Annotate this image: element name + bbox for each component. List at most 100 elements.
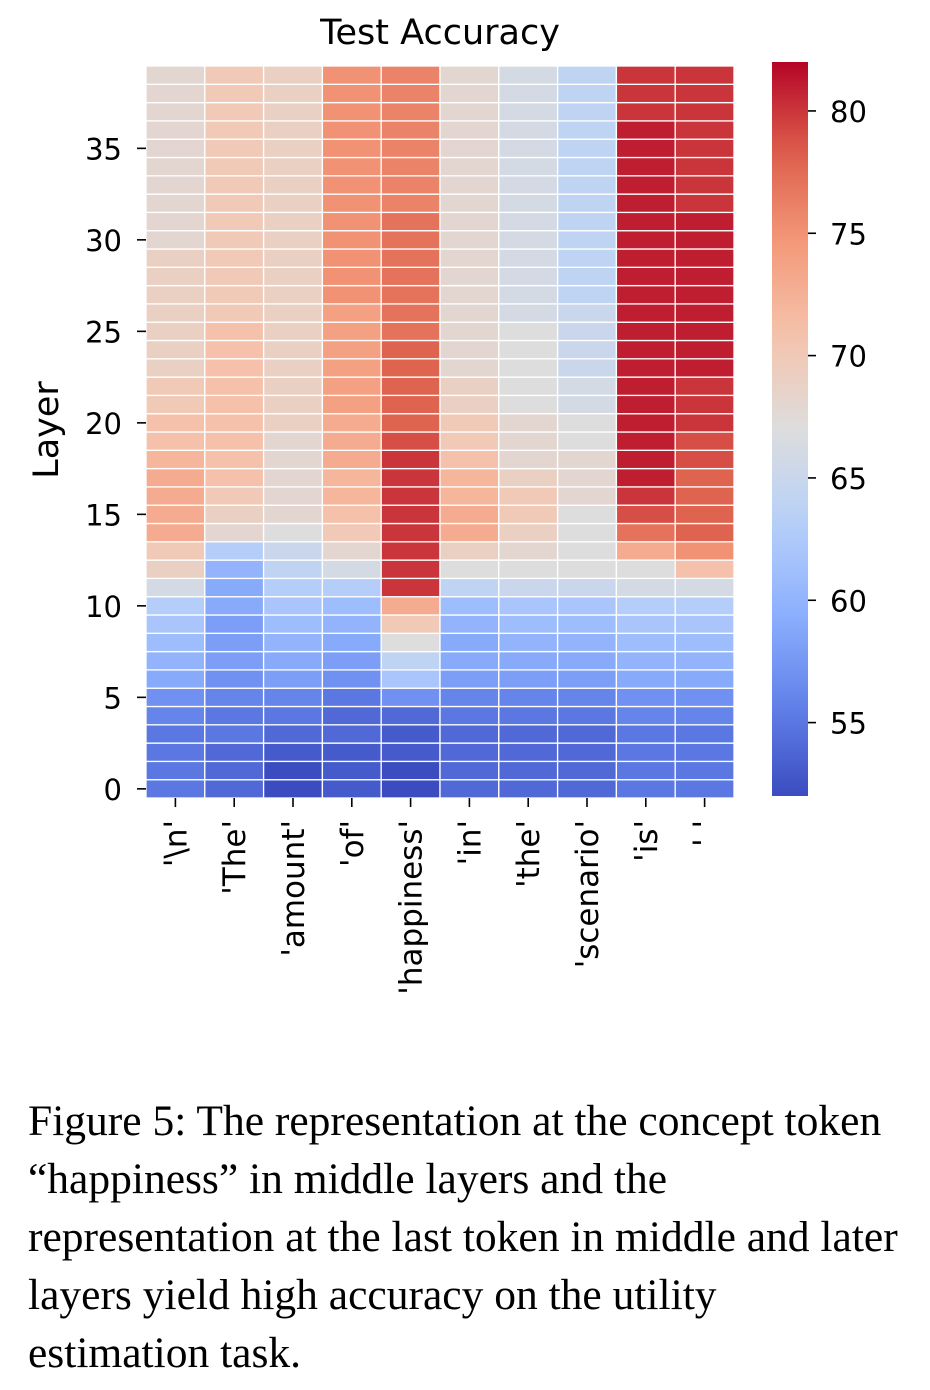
heatmap-cell	[321, 413, 382, 433]
heatmap-cell	[145, 321, 206, 342]
figure-caption: Figure 5: The representation at the conc…	[28, 1097, 898, 1377]
colorbar-gradient	[772, 62, 808, 796]
heatmap-cell	[498, 65, 559, 85]
heatmap-cell	[439, 577, 500, 598]
heatmap-cell	[556, 486, 618, 506]
heatmap-cell	[615, 467, 676, 488]
colorbar-tick-label: 80	[830, 95, 867, 129]
heatmap-cell	[262, 577, 324, 598]
x-axis: '\n' 'The' 'amount' 'of' 'happiness' 'in' 'the…	[158, 798, 724, 995]
heatmap-cell	[556, 193, 618, 214]
y-axis: 0 5 10 15 20 25 30 35	[85, 132, 146, 807]
heatmap-cell	[145, 156, 206, 177]
heatmap-cell	[674, 175, 735, 195]
heatmap-cell	[262, 65, 324, 85]
heatmap-cell	[321, 138, 382, 159]
heatmap-cell	[380, 358, 441, 378]
heatmap-cell	[145, 413, 206, 433]
heatmap-cell	[204, 632, 265, 653]
heatmap-cell	[145, 248, 206, 268]
x-tick-label: 'The'	[217, 820, 253, 895]
heatmap-cell	[498, 467, 559, 488]
heatmap-cell	[380, 156, 441, 177]
heatmap-cell	[262, 779, 324, 799]
heatmap-cell	[262, 687, 324, 708]
heatmap-cell	[615, 541, 676, 561]
heatmap-cell	[204, 614, 265, 634]
heatmap-cell	[262, 321, 324, 342]
heatmap-cell	[439, 65, 500, 85]
heatmap-cell	[262, 394, 324, 415]
heatmap-cell	[321, 321, 382, 342]
y-tick-label: 0	[104, 773, 122, 807]
heatmap-cell	[615, 284, 676, 305]
heatmap-cell	[380, 101, 441, 122]
heatmap-cell	[439, 175, 500, 195]
heatmap-cell	[439, 449, 500, 470]
heatmap-cell	[204, 303, 265, 323]
heatmap-cell	[615, 559, 676, 580]
heatmap-cell	[262, 83, 324, 104]
heatmap-cell	[498, 248, 559, 268]
heatmap-cell	[204, 742, 265, 763]
heatmap-cell	[380, 632, 441, 653]
heatmap-cell	[674, 321, 735, 342]
heatmap-cell	[498, 669, 559, 689]
heatmap-cell	[262, 504, 324, 525]
heatmap-cell	[204, 65, 265, 85]
colorbar-tick-label: 60	[830, 584, 867, 618]
heatmap-cell	[204, 449, 265, 470]
x-tick-label: 'happiness'	[394, 820, 430, 995]
heatmap-cell	[556, 248, 618, 268]
heatmap-cell	[439, 138, 500, 159]
heatmap-cell	[321, 669, 382, 689]
heatmap-cell	[262, 705, 324, 726]
heatmap-cell	[204, 156, 265, 177]
heatmap-cell	[556, 632, 618, 653]
heatmap-cell	[321, 431, 382, 451]
heatmap-cells	[145, 65, 735, 799]
colorbar: 55 60 65 70 75 80	[772, 62, 867, 796]
heatmap-cell	[380, 705, 441, 726]
heatmap-cell	[380, 376, 441, 397]
heatmap-cell	[498, 413, 559, 433]
heatmap-cell	[321, 705, 382, 726]
heatmap-cell	[556, 138, 618, 159]
heatmap-cell	[145, 339, 206, 360]
heatmap-cell	[439, 193, 500, 214]
heatmap-cell	[674, 541, 735, 561]
heatmap-cell	[556, 724, 618, 744]
heatmap-cell	[145, 596, 206, 616]
heatmap-cell	[204, 211, 265, 232]
colorbar-tick-label: 65	[830, 462, 867, 496]
heatmap-cell	[615, 614, 676, 634]
heatmap-cell	[674, 486, 735, 506]
heatmap-cell	[145, 724, 206, 744]
heatmap-cell	[615, 669, 676, 689]
heatmap-cell	[262, 596, 324, 616]
colorbar-tick-label: 55	[830, 707, 867, 741]
heatmap-cell	[498, 724, 559, 744]
heatmap-cell	[321, 358, 382, 378]
heatmap-cell	[439, 779, 500, 799]
heatmap-cell	[674, 230, 735, 250]
x-tick-label: '\n'	[158, 820, 194, 867]
heatmap-cell	[145, 760, 206, 781]
heatmap-cell	[380, 266, 441, 287]
heatmap-cell	[674, 522, 735, 543]
heatmap-cell	[674, 724, 735, 744]
heatmap-cell	[321, 687, 382, 708]
heatmap-cell	[439, 522, 500, 543]
heatmap-cell	[556, 65, 618, 85]
heatmap-cell	[439, 541, 500, 561]
heatmap-cell	[321, 614, 382, 634]
heatmap-cell	[498, 230, 559, 250]
y-tick-label: 35	[85, 132, 122, 166]
heatmap-cell	[145, 230, 206, 250]
heatmap-cell	[615, 156, 676, 177]
heatmap-cell	[674, 650, 735, 671]
heatmap-cell	[498, 193, 559, 214]
heatmap-cell	[321, 742, 382, 763]
heatmap-cell	[498, 614, 559, 634]
heatmap-cell	[615, 101, 676, 122]
